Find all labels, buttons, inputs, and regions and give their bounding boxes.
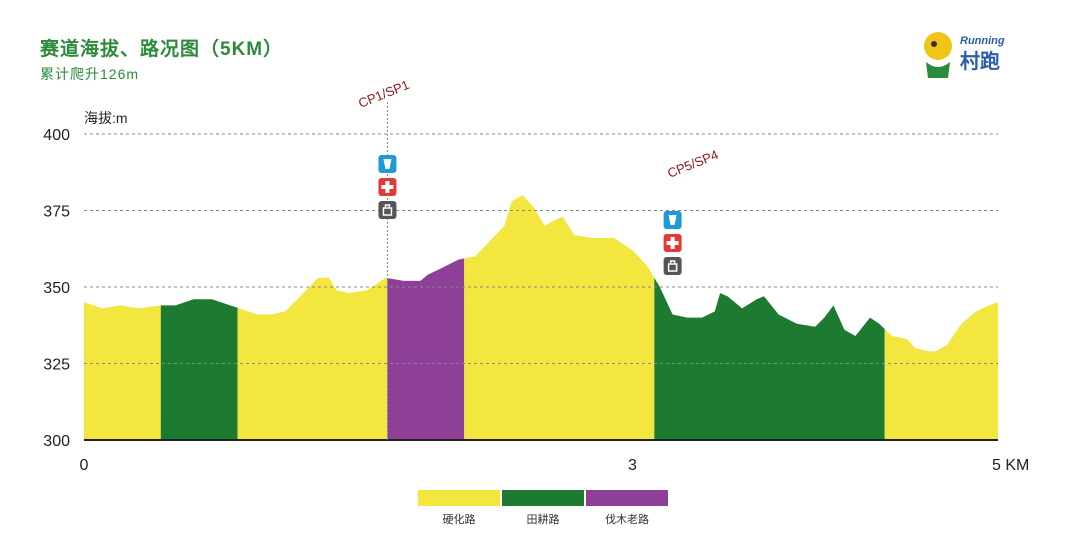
y-tick-label: 400	[43, 127, 70, 144]
legend-swatch-field_road	[502, 490, 584, 506]
storage-icon	[663, 257, 682, 275]
runner-mascot-logo: Running 村跑	[920, 22, 1030, 80]
legend-label-forest_road: 伐木老路	[605, 514, 649, 526]
y-tick-label: 325	[43, 357, 70, 374]
x-tick-label: 5 KM	[992, 457, 1029, 474]
mascot-body	[926, 62, 950, 78]
medical-icon	[378, 178, 397, 196]
checkpoint-label: CP1/SP1	[356, 77, 411, 111]
water-icon	[663, 211, 682, 229]
legend-label-hard_road: 硬化路	[442, 514, 476, 526]
legend: 硬化路 田耕路 伐木老路	[418, 490, 678, 530]
mascot-head	[924, 32, 952, 60]
y-tick-label: 350	[43, 280, 70, 297]
x-tick-label: 3	[628, 457, 637, 474]
segment-forest_road	[387, 258, 465, 440]
segment-hard_road	[464, 195, 655, 440]
legend-swatch-hard_road	[418, 490, 500, 506]
y-axis-label: 海拔:m	[84, 110, 128, 126]
legend-label-field_road: 田耕路	[526, 514, 560, 526]
logo-text-top: Running	[960, 35, 1005, 47]
storage-icon	[378, 201, 397, 219]
x-tick-label: 0	[80, 457, 89, 474]
chart-subtitle: 累计爬升126m	[40, 66, 140, 82]
segment-field_road	[654, 277, 885, 440]
y-tick-label: 375	[43, 204, 70, 221]
grid-lines	[84, 133, 998, 441]
water-icon	[378, 155, 397, 173]
segment-hard_road	[84, 302, 161, 440]
segment-hard_road	[884, 302, 998, 440]
mascot-eye	[931, 41, 937, 47]
chart-title: 赛道海拔、路况图（5KM）	[40, 39, 284, 60]
medical-icon	[663, 234, 682, 252]
y-tick-label: 300	[43, 433, 70, 450]
checkpoint-label: CP5/SP4	[665, 147, 720, 181]
segment-field_road	[160, 299, 238, 440]
y-axis-ticks: 300 325 350 375 400	[43, 127, 70, 450]
surface-segments	[84, 195, 998, 440]
segment-hard_road	[237, 277, 388, 440]
x-axis-ticks: 0 3 5 KM	[80, 457, 1030, 474]
legend-swatch-forest_road	[586, 490, 668, 506]
logo-text-main: 村跑	[960, 49, 1000, 73]
